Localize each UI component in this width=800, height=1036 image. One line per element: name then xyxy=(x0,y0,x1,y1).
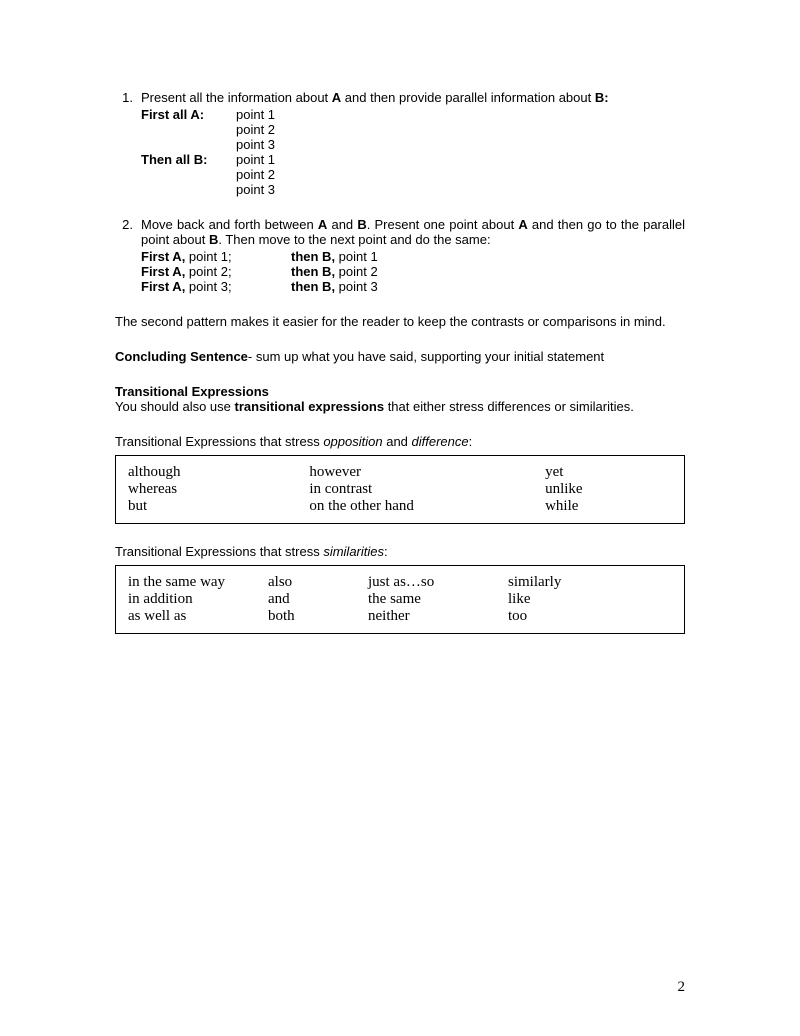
italic-similarities: similarities xyxy=(323,544,384,559)
section-transitional: Transitional Expressions You should also… xyxy=(115,384,685,414)
point: point 1 xyxy=(236,107,275,122)
italic-difference: difference xyxy=(412,434,469,449)
paragraph-second-pattern: The second pattern makes it easier for t… xyxy=(115,314,685,329)
text: that either stress differences or simila… xyxy=(384,399,634,414)
list-item-1: 1. Present all the information about A a… xyxy=(115,90,685,197)
label-first-a: First A, xyxy=(141,264,185,279)
cell: like xyxy=(508,591,672,608)
cell: also xyxy=(268,574,368,591)
page-number: 2 xyxy=(678,979,686,996)
cell: in addition xyxy=(128,591,268,608)
label-opposition: Transitional Expressions that stress opp… xyxy=(115,434,685,449)
point: point 3 xyxy=(335,279,378,294)
point: point 1 xyxy=(236,152,275,167)
point: point 2 xyxy=(236,122,275,137)
cell: yet xyxy=(545,464,672,481)
cell: while xyxy=(545,498,672,515)
cell: as well as xyxy=(128,608,268,625)
list-number: 2. xyxy=(115,217,141,294)
text: Present all the information about xyxy=(141,90,332,105)
text: Transitional Expressions that stress xyxy=(115,544,323,559)
heading-concluding: Concluding Sentence xyxy=(115,349,248,364)
bold-transitional: transitional expressions xyxy=(235,399,385,414)
point: point 1 xyxy=(335,249,378,264)
text: You should also use xyxy=(115,399,235,414)
bold-A: A xyxy=(332,90,341,105)
point: point 3 xyxy=(236,137,275,152)
text: Transitional Expressions that stress xyxy=(115,434,323,449)
cell: in contrast xyxy=(309,481,545,498)
table-similarities: in the same way in addition as well as a… xyxy=(115,565,685,634)
text: and xyxy=(327,217,357,232)
text: : xyxy=(384,544,388,559)
bold-B: B xyxy=(209,232,218,247)
cell: unlike xyxy=(545,481,672,498)
cell: although xyxy=(128,464,309,481)
label-then-b: then B, xyxy=(291,249,335,264)
list-content: Move back and forth between A and B. Pre… xyxy=(141,217,685,294)
cell: too xyxy=(508,608,672,625)
label-then-b: then B, xyxy=(291,279,335,294)
text: . Present one point about xyxy=(367,217,519,232)
cell: however xyxy=(309,464,545,481)
text: and then provide parallel information ab… xyxy=(341,90,595,105)
label-similarities: Transitional Expressions that stress sim… xyxy=(115,544,685,559)
cell: neither xyxy=(368,608,508,625)
text: Move back and forth between xyxy=(141,217,318,232)
cell: and xyxy=(268,591,368,608)
list-number: 1. xyxy=(115,90,141,197)
point: point 2; xyxy=(185,264,231,279)
cell: on the other hand xyxy=(309,498,545,515)
cell: whereas xyxy=(128,481,309,498)
point: point 3 xyxy=(236,182,275,197)
italic-opposition: opposition xyxy=(323,434,382,449)
label-first-a: First A, xyxy=(141,279,185,294)
bold-A: A xyxy=(318,217,327,232)
paragraph-concluding: Concluding Sentence- sum up what you hav… xyxy=(115,349,685,364)
label-first-a: First A, xyxy=(141,249,185,264)
point: point 2 xyxy=(335,264,378,279)
paragraph-transitional-intro: You should also use transitional express… xyxy=(115,399,685,414)
bold-B: B: xyxy=(595,90,609,105)
cell: but xyxy=(128,498,309,515)
text: : xyxy=(469,434,473,449)
document-page: 1. Present all the information about A a… xyxy=(0,0,800,1036)
heading-transitional: Transitional Expressions xyxy=(115,384,685,399)
cell: similarly xyxy=(508,574,672,591)
text: - sum up what you have said, supporting … xyxy=(248,349,604,364)
point: point 2 xyxy=(236,167,275,182)
text: and xyxy=(383,434,412,449)
cell: the same xyxy=(368,591,508,608)
points-block-ab: First A, point 1; then B, point 1 First … xyxy=(141,249,685,294)
cell: both xyxy=(268,608,368,625)
cell: just as…so xyxy=(368,574,508,591)
list-item-2: 2. Move back and forth between A and B. … xyxy=(115,217,685,294)
point: point 3; xyxy=(185,279,231,294)
point: point 1; xyxy=(185,249,231,264)
table-opposition: although whereas but however in contrast… xyxy=(115,455,685,524)
bold-A: A xyxy=(518,217,527,232)
bold-B: B xyxy=(357,217,366,232)
text: . Then move to the next point and do the… xyxy=(218,232,490,247)
label-then-b: Then all B: xyxy=(141,152,207,167)
label-then-b: then B, xyxy=(291,264,335,279)
label-first-a: First all A: xyxy=(141,107,204,122)
cell: in the same way xyxy=(128,574,268,591)
list-content: Present all the information about A and … xyxy=(141,90,685,197)
points-block-a: First all A: point 1 point 2 point 3 Then… xyxy=(141,107,685,197)
